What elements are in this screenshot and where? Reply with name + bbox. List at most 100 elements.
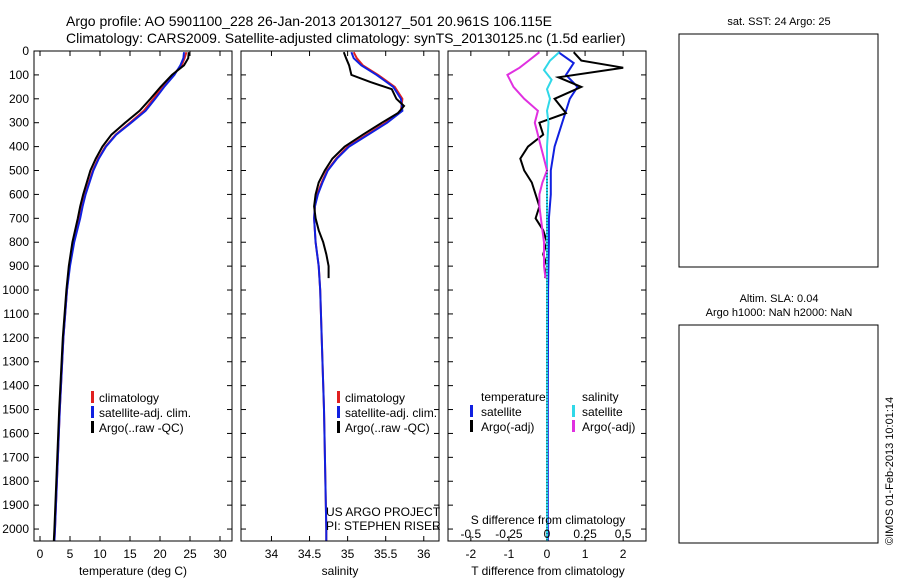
legend-label-t-argo: Argo(-adj) bbox=[481, 420, 534, 434]
depth-tick-label: 1100 bbox=[3, 307, 29, 321]
depth-tick-label: 2000 bbox=[2, 522, 29, 536]
s-tick-label: -0.5 bbox=[461, 527, 482, 541]
sla-map-panel: Altim. SLA: 0.04 Argo h1000: NaN h2000: … bbox=[678, 293, 879, 544]
salinity-plot-area bbox=[241, 50, 439, 541]
salinity-legend: climatology satellite-adj. clim. Argo(..… bbox=[337, 391, 437, 435]
salinity-panel: 34 34.5 35 35.5 36 salinity climatology sate… bbox=[240, 50, 441, 578]
salinity-axes-box bbox=[240, 50, 440, 542]
x-tick-label: 25 bbox=[183, 547, 197, 561]
legend-label-argo: Argo(..raw -QC) bbox=[99, 421, 184, 435]
temperature-axes-box bbox=[33, 50, 233, 542]
difference-legend: temperature salinity satellite Argo(-adj… bbox=[470, 390, 635, 434]
t-difference-label: T difference from climatology bbox=[471, 564, 625, 578]
legend-title-salinity: salinity bbox=[582, 390, 619, 404]
depth-tick-label: 1800 bbox=[2, 474, 29, 488]
project-annotation: US ARGO PROJECT bbox=[326, 505, 441, 519]
x-tick-label: 0 bbox=[544, 547, 551, 561]
depth-tick-label: 600 bbox=[9, 187, 29, 201]
depth-tick-label: 1000 bbox=[2, 283, 29, 297]
series-line-climatology bbox=[53, 51, 188, 542]
series-line-argo-raw-qc- bbox=[52, 52, 190, 542]
legend-swatch-s-satellite bbox=[572, 405, 575, 417]
legend-label-satellite: satellite-adj. clim. bbox=[345, 406, 437, 420]
temperature-legend: climatology satellite-adj. clim. Argo(..… bbox=[91, 391, 191, 435]
x-tick-label: 34.5 bbox=[298, 547, 322, 561]
s-difference-tick-labels: -0.5 -0.25 0 0.25 0.5 bbox=[461, 527, 632, 541]
x-tick-label: 15 bbox=[123, 547, 137, 561]
depth-tick-label: 700 bbox=[9, 211, 29, 225]
depth-tick-labels: 0 100 200 300 400 500 600 700 800 900 1000 1100 1200… bbox=[2, 44, 29, 536]
sst-map-frame bbox=[678, 33, 879, 268]
legend-swatch-satellite bbox=[337, 406, 340, 418]
depth-tick-label: 100 bbox=[9, 68, 29, 82]
depth-tick-label: 400 bbox=[9, 140, 29, 154]
legend-swatch-satellite bbox=[91, 406, 94, 418]
legend-swatch-argo bbox=[337, 421, 340, 433]
x-tick-label: 2 bbox=[620, 547, 627, 561]
x-tick-label: 1 bbox=[582, 547, 589, 561]
legend-title-temperature: temperature bbox=[481, 390, 546, 404]
pi-annotation: PI: STEPHEN RISER bbox=[326, 519, 441, 533]
difference-panel: temperature salinity satellite Argo(-adj… bbox=[447, 50, 647, 578]
legend-label-t-satellite: satellite bbox=[481, 405, 522, 419]
depth-tick-label: 200 bbox=[9, 92, 29, 106]
series-line-argo-raw-qc- bbox=[313, 51, 406, 279]
header-line1: Argo profile: AO 5901100_228 26-Jan-2013… bbox=[66, 13, 552, 29]
legend-label-climatology: climatology bbox=[345, 391, 405, 405]
sst-map-title: sat. SST: 24 Argo: 25 bbox=[727, 16, 830, 28]
imos-timestamp: ©IMOS 01-Feb-2013 10:01:14 bbox=[884, 397, 896, 545]
depth-tick-label: 1300 bbox=[2, 355, 29, 369]
x-tick-label: 5 bbox=[67, 547, 74, 561]
legend-label-s-argo: Argo(-adj) bbox=[582, 420, 635, 434]
legend-label-argo: Argo(..raw -QC) bbox=[345, 421, 430, 435]
s-tick-label: -0.25 bbox=[495, 527, 523, 541]
s-tick-label: 0.25 bbox=[573, 527, 597, 541]
depth-tick-label: 800 bbox=[9, 235, 29, 249]
series-line-salinity-argo-adj- bbox=[506, 51, 549, 279]
legend-label-satellite: satellite-adj. clim. bbox=[99, 406, 191, 420]
series-line-temperature-satellite bbox=[546, 51, 579, 541]
legend-swatch-climatology bbox=[337, 391, 340, 403]
x-tick-label: -1 bbox=[504, 547, 515, 561]
sla-map-frame bbox=[678, 324, 879, 544]
series-line-temperature-argo-adj- bbox=[519, 51, 624, 279]
salinity-xlabel: salinity bbox=[322, 564, 359, 578]
s-tick-label: 0 bbox=[544, 527, 551, 541]
sla-map-title-line1: Altim. SLA: 0.04 bbox=[740, 293, 819, 305]
t-difference-tick-labels: -2 -1 0 1 2 bbox=[466, 547, 627, 561]
x-tick-label: 34 bbox=[265, 547, 279, 561]
sla-map-title-line2: Argo h1000: NaN h2000: NaN bbox=[706, 307, 853, 319]
depth-tick-label: 1700 bbox=[2, 450, 29, 464]
temperature-panel: 0100200300400500600700800900100011001200… bbox=[2, 44, 233, 578]
x-tick-label: 35 bbox=[341, 547, 355, 561]
salinity-tick-labels: 34 34.5 35 35.5 36 bbox=[265, 547, 431, 561]
legend-swatch-argo bbox=[91, 421, 94, 433]
sst-map-panel: sat. SST: 24 Argo: 25 bbox=[678, 16, 879, 268]
depth-tick-label: 500 bbox=[9, 164, 29, 178]
x-tick-label: 20 bbox=[153, 547, 167, 561]
x-tick-label: 30 bbox=[213, 547, 227, 561]
series-line-satellite-adj-clim- bbox=[53, 52, 185, 542]
depth-tick-label: 0 bbox=[22, 44, 29, 58]
depth-tick-label: 900 bbox=[9, 259, 29, 273]
x-tick-label: 10 bbox=[93, 547, 107, 561]
legend-swatch-t-satellite bbox=[470, 405, 473, 417]
depth-tick-label: 1900 bbox=[2, 498, 29, 512]
depth-tick-label: 1400 bbox=[2, 379, 29, 393]
legend-swatch-t-argo bbox=[470, 420, 473, 432]
series-line-climatology bbox=[313, 51, 404, 541]
x-tick-label: 0 bbox=[37, 547, 44, 561]
x-tick-label: 35.5 bbox=[374, 547, 398, 561]
legend-swatch-s-argo bbox=[572, 420, 575, 432]
legend-swatch-climatology bbox=[91, 391, 94, 403]
x-tick-label: -2 bbox=[466, 547, 477, 561]
s-tick-label: 0.5 bbox=[615, 527, 632, 541]
x-tick-label: 36 bbox=[417, 547, 431, 561]
series-line-salinity-satellite bbox=[542, 51, 560, 541]
header-line2: Climatology: CARS2009. Satellite-adjuste… bbox=[66, 30, 626, 46]
temperature-xlabel: temperature (deg C) bbox=[79, 564, 187, 578]
s-difference-label: S difference from climatology bbox=[471, 513, 626, 527]
temperature-plot-area bbox=[34, 50, 232, 542]
depth-tick-label: 1500 bbox=[2, 403, 29, 417]
